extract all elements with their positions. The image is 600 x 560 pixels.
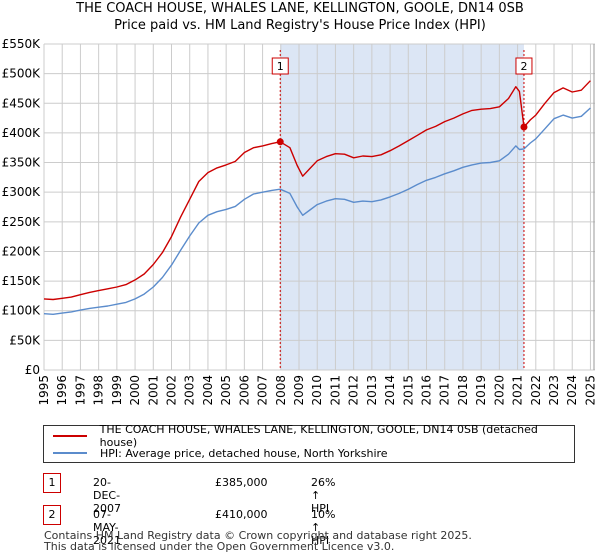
sale-marker-label: 1	[277, 60, 284, 73]
y-tick-label: £50K	[9, 333, 41, 347]
x-tick-label: 2012	[347, 375, 361, 406]
x-tick-label: 2003	[183, 375, 197, 406]
x-tick-label: 2004	[201, 375, 215, 406]
y-tick-label: £450K	[2, 96, 42, 110]
y-tick-label: £500K	[2, 67, 42, 81]
x-tick-label: 2007	[256, 375, 270, 406]
ownership-shade	[280, 44, 524, 370]
x-tick-label: 2011	[328, 375, 342, 406]
y-tick-label: £100K	[2, 304, 42, 318]
x-tick-label: 2025	[583, 375, 597, 406]
x-tick-label: 2021	[511, 375, 525, 406]
x-tick-label: 2019	[474, 375, 488, 406]
x-tick-label: 2023	[547, 375, 561, 406]
property-price-line	[43, 80, 591, 301]
hpi-line	[43, 107, 591, 315]
sale-marker-box	[271, 57, 289, 75]
sale-point	[520, 123, 528, 131]
footer-copyright: Contains HM Land Registry data © Crown c…	[44, 529, 472, 542]
x-tick-label: 2002	[165, 375, 179, 406]
x-tick-label: 1995	[37, 375, 51, 406]
sale-hpi-change: 10% ↑ HPI	[311, 508, 336, 547]
sale-hpi-change: 26% ↑ HPI	[311, 476, 336, 515]
x-tick-label: 2017	[438, 375, 452, 406]
sale-date: 20-DEC-2007	[93, 476, 121, 515]
footer-licence: This data is licensed under the Open Gov…	[44, 540, 395, 553]
x-tick-label: 2014	[383, 375, 397, 406]
sale-marker-label: 2	[520, 60, 527, 73]
sale-price: £385,000	[215, 476, 268, 489]
x-tick-label: 2001	[146, 375, 160, 406]
x-tick-label: 2022	[529, 375, 543, 406]
sale-marker-box	[515, 57, 533, 75]
legend-item-hpi: HPI: Average price, detached house, Nort…	[44, 445, 388, 461]
x-tick-label: 2015	[401, 375, 415, 406]
x-tick-label: 1998	[92, 375, 106, 406]
x-tick-label: 2016	[420, 375, 434, 406]
x-tick-label: 2024	[565, 375, 579, 406]
chart-subtitle: Price paid vs. HM Land Registry's House …	[114, 18, 486, 33]
x-tick-label: 2000	[128, 375, 142, 406]
y-tick-label: £300K	[2, 185, 42, 199]
legend-label-hpi: HPI: Average price, detached house, Nort…	[100, 446, 388, 460]
x-tick-label: 1997	[73, 375, 87, 406]
y-tick-label: £250K	[2, 215, 42, 229]
x-tick-label: 2010	[310, 375, 324, 406]
sale-price: £410,000	[215, 508, 268, 521]
legend-swatch-hpi	[53, 452, 87, 454]
legend-label-property: THE COACH HOUSE, WHALES LANE, KELLINGTON…	[99, 423, 538, 449]
x-tick-label: 2013	[365, 375, 379, 406]
chart-legend: THE COACH HOUSE, WHALES LANE, KELLINGTON…	[43, 423, 575, 463]
price-chart: £0 £50K £100K £150K £200K £250K £300K £350K £400…	[2, 37, 598, 406]
y-tick-label: £550K	[2, 37, 42, 51]
footer: Contains HM Land Registry data © Crown c…	[44, 530, 472, 552]
sale-point	[276, 138, 284, 146]
x-tick-label: 2009	[292, 375, 306, 406]
x-tick-label: 1996	[55, 375, 69, 406]
x-tick-label: 2008	[274, 375, 288, 406]
x-tick-label: 2020	[492, 375, 506, 406]
y-tick-label: £400K	[2, 126, 42, 140]
y-tick-label: £150K	[2, 274, 42, 288]
y-tick-label: £350K	[2, 156, 42, 170]
chart-title: THE COACH HOUSE, WHALES LANE, KELLINGTON…	[76, 1, 524, 16]
sale-badge: 2	[43, 505, 61, 525]
x-tick-label: 2018	[456, 375, 470, 406]
y-tick-label: £200K	[2, 244, 42, 258]
y-tick-label: £0	[25, 363, 40, 377]
x-tick-label: 2005	[219, 375, 233, 406]
legend-item-property: THE COACH HOUSE, WHALES LANE, KELLINGTON…	[44, 423, 574, 449]
sale-badge: 1	[43, 473, 61, 493]
x-tick-label: 2006	[237, 375, 251, 406]
sale-date: 07-MAY-2021	[93, 508, 121, 547]
legend-swatch-property	[53, 435, 87, 437]
x-tick-label: 1999	[110, 375, 124, 406]
